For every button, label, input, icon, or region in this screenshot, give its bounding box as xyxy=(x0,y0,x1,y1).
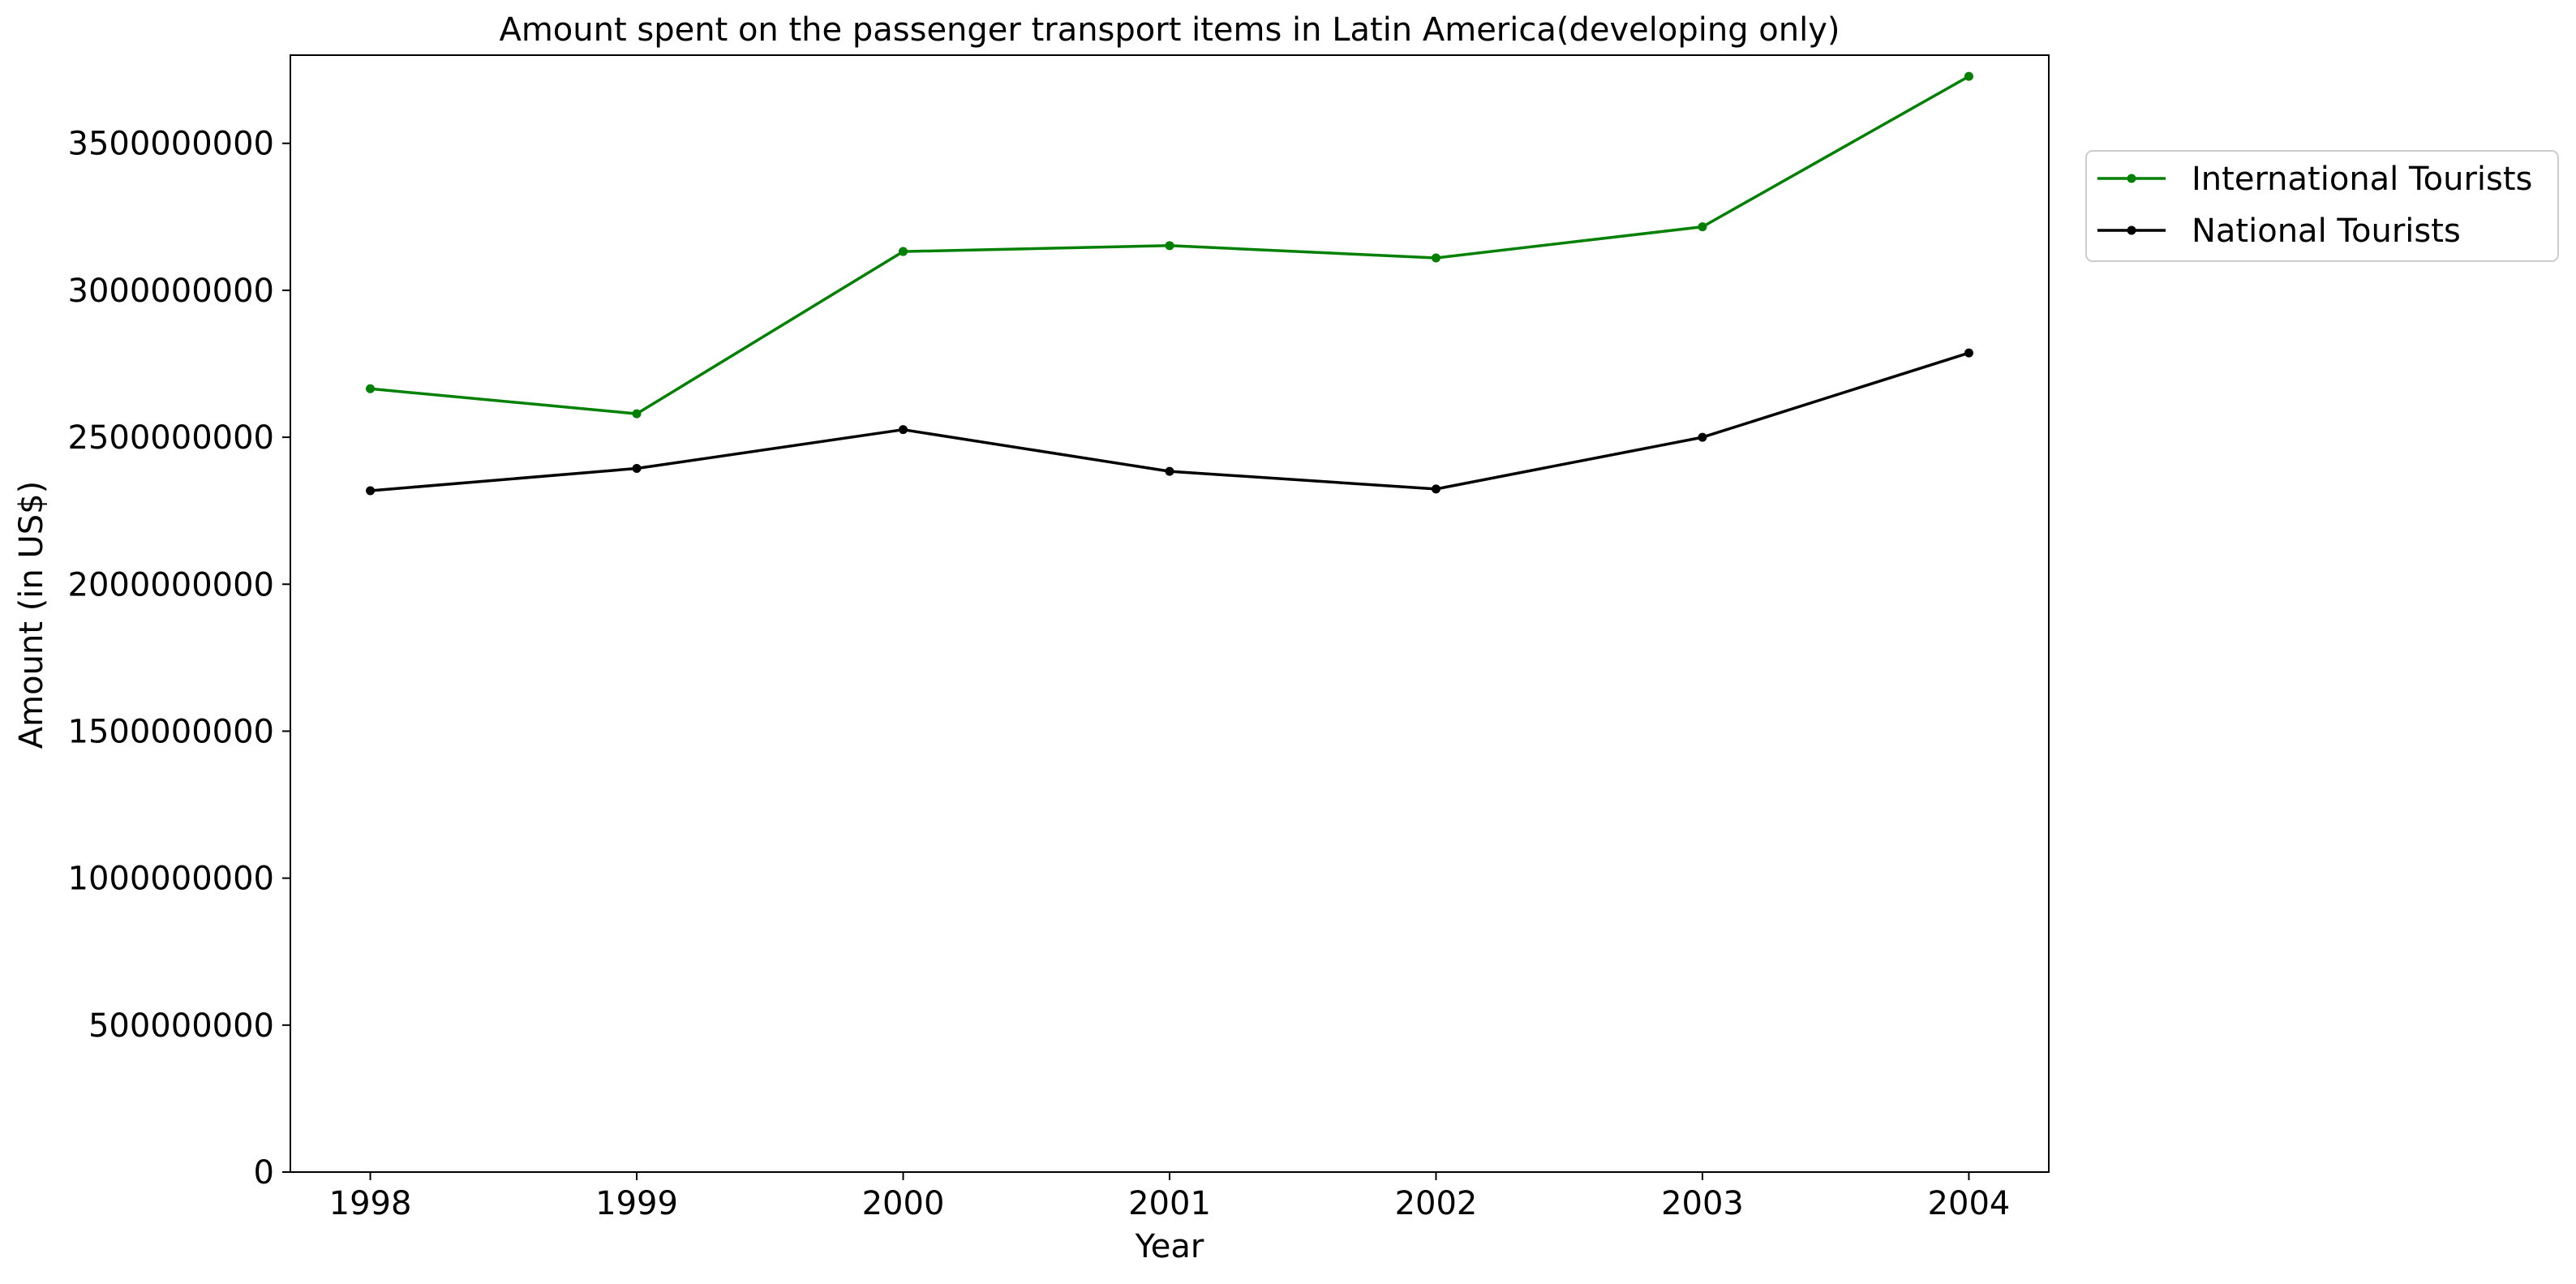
data-point xyxy=(1964,71,1973,81)
legend-marker xyxy=(2127,174,2136,183)
plot-series xyxy=(366,71,1973,496)
y-tick-label: 3500000000 xyxy=(68,126,275,163)
legend-label: International Tourists xyxy=(2192,161,2532,198)
chart-title: Amount spent on the passenger transport … xyxy=(499,11,1840,49)
y-tick-label: 1000000000 xyxy=(68,861,275,898)
y-axis-label: Amount (in US$) xyxy=(13,481,50,749)
x-axis-label: Year xyxy=(1135,1228,1204,1265)
x-tick-label: 1999 xyxy=(595,1185,678,1222)
legend-label: National Tourists xyxy=(2192,213,2461,250)
axis-ticks: 1998 1999 2000 2001 2002 2003 2004 0 500000000 10… xyxy=(68,126,2011,1222)
legend-marker xyxy=(2127,225,2136,235)
y-tick-label: 2500000000 xyxy=(68,419,275,457)
x-tick-label: 1998 xyxy=(329,1185,412,1222)
y-tick-label: 3000000000 xyxy=(68,273,275,310)
data-point xyxy=(1165,241,1174,251)
data-point xyxy=(1431,484,1440,494)
y-tick-label: 2000000000 xyxy=(68,566,275,603)
data-point xyxy=(1431,253,1440,263)
series-1 xyxy=(366,348,1973,496)
legend: International Tourists National Tourists xyxy=(2085,150,2559,262)
x-tick-label: 2001 xyxy=(1128,1185,1211,1222)
data-point xyxy=(1698,222,1707,232)
x-tick-label: 2000 xyxy=(862,1185,945,1222)
data-point xyxy=(366,486,376,496)
data-point xyxy=(1698,432,1707,442)
plot-area-frame xyxy=(290,54,2050,1173)
y-tick-label: 1500000000 xyxy=(68,713,275,750)
data-point xyxy=(366,384,376,393)
x-tick-label: 2003 xyxy=(1661,1185,1744,1222)
data-point xyxy=(899,425,908,435)
data-point xyxy=(1165,466,1174,476)
data-point xyxy=(899,247,908,256)
y-tick-label: 0 xyxy=(254,1154,274,1192)
data-point xyxy=(632,463,642,473)
data-point xyxy=(1964,348,1973,358)
series-0 xyxy=(366,71,1973,419)
legend-box xyxy=(2085,150,2559,262)
data-point xyxy=(632,409,642,419)
x-tick-label: 2002 xyxy=(1395,1185,1478,1222)
x-tick-label: 2004 xyxy=(1928,1185,2011,1222)
y-tick-label: 500000000 xyxy=(88,1007,274,1045)
